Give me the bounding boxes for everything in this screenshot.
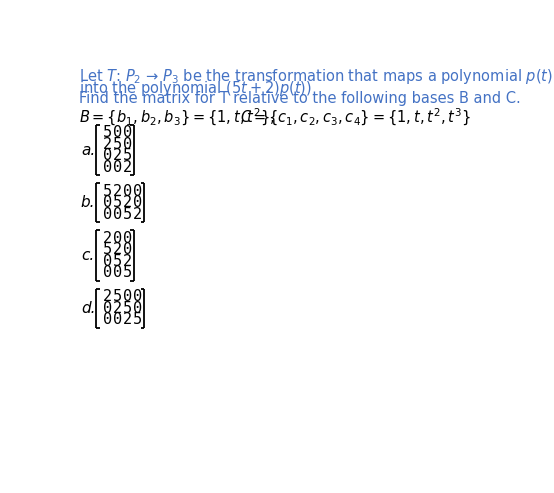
- Text: 2: 2: [123, 195, 132, 211]
- Text: 0: 0: [113, 160, 122, 175]
- Text: 5: 5: [133, 312, 142, 327]
- Text: Find the matrix for T relative to the following bases B and C.: Find the matrix for T relative to the fo…: [79, 91, 520, 106]
- Text: d.: d.: [81, 301, 95, 316]
- Text: 2: 2: [103, 137, 112, 152]
- Text: 0: 0: [123, 242, 132, 257]
- Text: into the polynomial $(5t + 2)p(t))$: into the polynomial $(5t + 2)p(t))$: [79, 79, 311, 98]
- Text: 0: 0: [123, 137, 132, 152]
- Text: 5: 5: [123, 301, 132, 316]
- Text: 2: 2: [133, 207, 142, 222]
- Text: 0: 0: [123, 231, 132, 246]
- Text: 5: 5: [103, 125, 112, 140]
- Text: 0: 0: [103, 254, 112, 269]
- Text: 2: 2: [113, 148, 122, 163]
- Text: 0: 0: [113, 125, 122, 140]
- Text: 0: 0: [133, 195, 142, 211]
- Text: 0: 0: [103, 265, 112, 281]
- Text: 0: 0: [133, 184, 142, 199]
- Text: 2: 2: [103, 231, 112, 246]
- Text: 2: 2: [103, 289, 112, 304]
- Text: 5: 5: [103, 242, 112, 257]
- Text: 2: 2: [123, 160, 132, 175]
- Text: a.: a.: [81, 142, 95, 158]
- Text: 0: 0: [123, 289, 132, 304]
- Text: 2: 2: [123, 312, 132, 327]
- Text: 5: 5: [103, 184, 112, 199]
- Text: 5: 5: [123, 265, 132, 281]
- Text: $B = \{b_1,b_2,b_3\} = \{1,t,t^2\},$: $B = \{b_1,b_2,b_3\} = \{1,t,t^2\},$: [79, 106, 275, 128]
- Text: 0: 0: [113, 231, 122, 246]
- Text: 0: 0: [133, 289, 142, 304]
- Text: c.: c.: [81, 248, 94, 263]
- Text: $C = \{c_1,c_2,c_3,c_4\} = \{1,t,t^2,t^3\}$: $C = \{c_1,c_2,c_3,c_4\} = \{1,t,t^2,t^3…: [240, 106, 471, 128]
- Text: 0: 0: [113, 207, 122, 222]
- Text: 0: 0: [103, 195, 112, 211]
- Text: 5: 5: [113, 137, 122, 152]
- Text: 2: 2: [113, 242, 122, 257]
- Text: 0: 0: [113, 265, 122, 281]
- Text: 0: 0: [123, 125, 132, 140]
- Text: 0: 0: [103, 312, 112, 327]
- Text: 5: 5: [113, 254, 122, 269]
- Text: 0: 0: [113, 312, 122, 327]
- Text: Let $T$: $P_2$ → $P_3$ be the transformation that maps a polynomial $p(t)$: Let $T$: $P_2$ → $P_3$ be the transforma…: [79, 67, 552, 86]
- Text: 0: 0: [123, 184, 132, 199]
- Text: 0: 0: [103, 148, 112, 163]
- Text: 0: 0: [103, 301, 112, 316]
- Text: 5: 5: [113, 195, 122, 211]
- Text: 2: 2: [113, 184, 122, 199]
- Text: 2: 2: [123, 254, 132, 269]
- Text: b.: b.: [81, 195, 95, 211]
- Text: 5: 5: [113, 289, 122, 304]
- Text: 0: 0: [103, 207, 112, 222]
- Text: 0: 0: [103, 160, 112, 175]
- Text: 5: 5: [123, 207, 132, 222]
- Text: 0: 0: [133, 301, 142, 316]
- Text: 2: 2: [113, 301, 122, 316]
- Text: 5: 5: [123, 148, 132, 163]
